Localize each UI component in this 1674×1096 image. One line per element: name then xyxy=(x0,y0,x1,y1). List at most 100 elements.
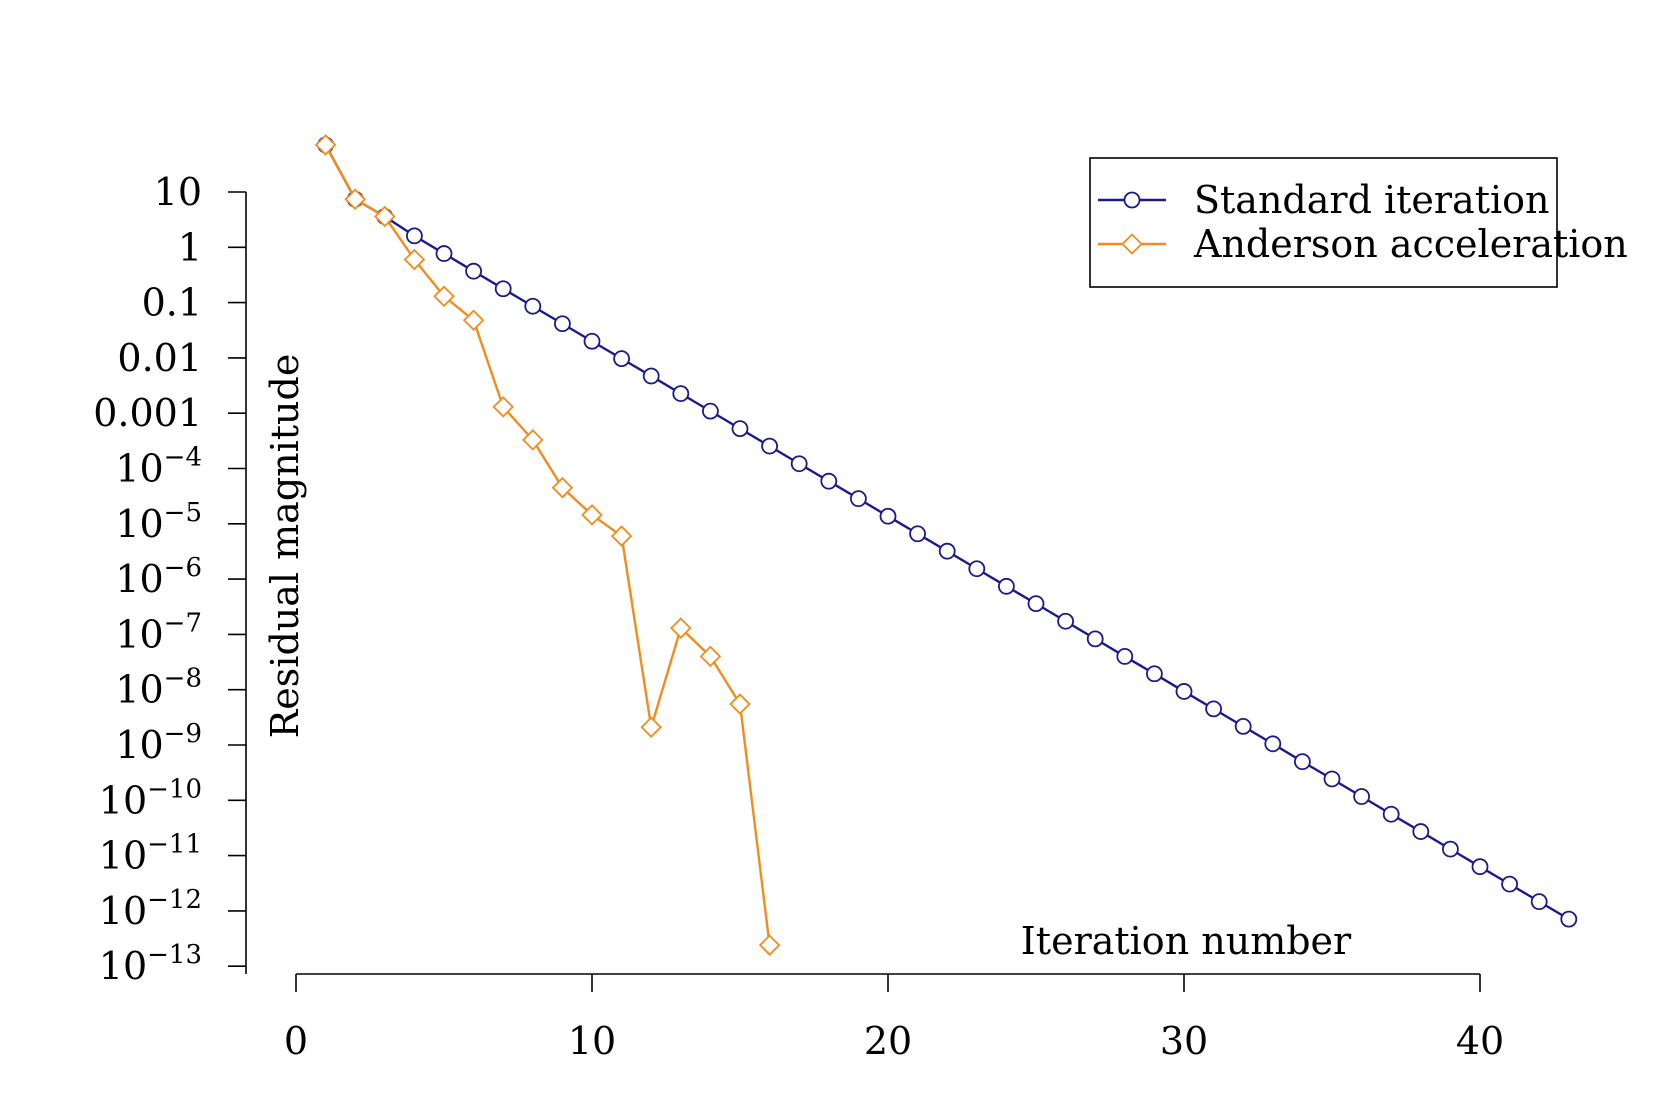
y-tick-label-base: 10 xyxy=(115,723,163,767)
data-point-anderson-acceleration xyxy=(551,476,574,499)
data-point-standard-iteration xyxy=(1471,858,1489,876)
series-anderson-acceleration xyxy=(314,134,781,956)
data-point-standard-iteration xyxy=(554,315,571,333)
data-point-anderson-acceleration xyxy=(758,934,781,956)
data-point-standard-iteration xyxy=(405,227,423,245)
data-point-standard-iteration xyxy=(1530,893,1548,911)
y-tick-label-exponent: −4 xyxy=(164,443,202,473)
data-point-standard-iteration xyxy=(1027,595,1045,613)
y-tick-label-exponent: −7 xyxy=(164,608,202,638)
data-point-standard-iteration xyxy=(642,367,660,385)
legend-item-anderson-acceleration: Anderson acceleration xyxy=(1098,222,1628,266)
data-point-standard-iteration xyxy=(850,490,867,508)
y-tick-label-exponent: −12 xyxy=(147,885,202,915)
series-layer xyxy=(314,134,1578,956)
data-point-anderson-acceleration xyxy=(522,429,544,451)
x-tick-label: 20 xyxy=(864,1019,912,1063)
data-point-standard-iteration xyxy=(1323,770,1341,788)
legend-box xyxy=(1089,157,1558,288)
data-point-anderson-acceleration xyxy=(403,248,426,271)
data-point-anderson-acceleration xyxy=(581,504,603,526)
data-point-anderson-acceleration xyxy=(729,693,751,715)
y-tick-label: 10−4 xyxy=(115,443,202,491)
data-point-standard-iteration xyxy=(1294,753,1311,771)
y-tick-label-base: 10 xyxy=(115,502,163,546)
data-point-standard-iteration xyxy=(702,402,719,420)
series-line-anderson-acceleration xyxy=(324,144,771,946)
y-axis: 1010.10.010.00110−410−510−610−710−810−91… xyxy=(93,170,247,988)
data-point-standard-iteration xyxy=(1382,805,1400,823)
data-point-standard-iteration xyxy=(1086,630,1104,648)
data-point-anderson-acceleration xyxy=(374,205,396,228)
data-point-standard-iteration xyxy=(1264,735,1282,753)
data-point-standard-iteration xyxy=(820,472,838,490)
y-tick-label: 0.01 xyxy=(117,336,202,380)
y-tick-label: 10 xyxy=(154,170,202,214)
data-point-anderson-acceleration xyxy=(670,617,692,639)
y-tick-label-base: 10 xyxy=(99,889,147,933)
y-tick-label: 10−13 xyxy=(99,940,202,988)
data-point-standard-iteration xyxy=(909,525,926,543)
y-tick-label-base: 10 xyxy=(99,778,147,822)
data-point-standard-iteration xyxy=(1412,823,1430,840)
y-tick-label: 10−6 xyxy=(115,553,202,601)
y-tick-label: 10−8 xyxy=(115,664,202,712)
y-tick-label: 10−5 xyxy=(115,498,202,546)
x-tick-label: 30 xyxy=(1160,1019,1208,1063)
y-tick-label-exponent: −11 xyxy=(147,830,202,860)
y-tick-label: 10−9 xyxy=(115,719,202,767)
x-axis-title: Iteration number xyxy=(1021,919,1352,963)
data-point-standard-iteration xyxy=(968,560,986,578)
legend-label: Anderson acceleration xyxy=(1193,222,1628,266)
data-point-anderson-acceleration xyxy=(492,396,514,418)
data-point-standard-iteration xyxy=(435,245,453,262)
data-point-anderson-acceleration xyxy=(640,716,662,738)
y-tick-label-base: 10 xyxy=(115,557,163,601)
y-tick-label-base: 10 xyxy=(115,447,163,491)
legend-label: Standard iteration xyxy=(1194,178,1550,222)
data-point-anderson-acceleration xyxy=(699,645,722,668)
y-tick-label-base: 10 xyxy=(115,612,163,656)
y-tick-label-exponent: −5 xyxy=(164,498,202,528)
legend-marker xyxy=(1123,191,1141,209)
data-point-standard-iteration xyxy=(1234,717,1252,735)
data-point-standard-iteration xyxy=(524,297,542,315)
data-point-standard-iteration xyxy=(613,350,630,368)
data-point-standard-iteration xyxy=(1175,683,1193,700)
data-point-anderson-acceleration xyxy=(314,134,337,156)
data-point-standard-iteration xyxy=(1353,788,1370,805)
data-point-standard-iteration xyxy=(938,542,956,560)
y-tick-label-exponent: −10 xyxy=(147,774,202,804)
y-tick-label-base: 10 xyxy=(99,944,147,988)
data-point-standard-iteration xyxy=(731,420,749,438)
y-tick-label: 0.1 xyxy=(142,281,202,325)
y-tick-label: 10−7 xyxy=(115,608,202,656)
y-tick-label-base: 10 xyxy=(99,834,147,878)
data-point-standard-iteration xyxy=(1560,910,1578,928)
x-tick-label: 10 xyxy=(568,1019,616,1063)
data-point-standard-iteration xyxy=(998,577,1015,595)
y-tick-label: 10−10 xyxy=(99,774,202,822)
x-tick-label: 0 xyxy=(284,1019,308,1063)
y-tick-label: 1 xyxy=(178,225,202,269)
data-point-standard-iteration xyxy=(1501,875,1518,893)
data-point-standard-iteration xyxy=(1442,840,1459,858)
data-point-standard-iteration xyxy=(494,280,512,298)
data-point-standard-iteration xyxy=(672,385,690,403)
x-axis: 0 10 20 30 40 xyxy=(284,973,1504,1063)
series-standard-iteration xyxy=(317,136,1578,928)
data-point-standard-iteration xyxy=(465,262,483,280)
data-point-standard-iteration xyxy=(1146,665,1163,683)
y-axis-title: Residual magnitude xyxy=(263,354,307,739)
y-tick-label: 0.001 xyxy=(93,391,202,435)
data-point-anderson-acceleration xyxy=(610,525,633,547)
data-point-standard-iteration xyxy=(761,437,778,455)
data-point-anderson-acceleration xyxy=(433,285,455,308)
data-point-standard-iteration xyxy=(1057,612,1074,630)
data-point-standard-iteration xyxy=(879,507,897,525)
data-point-standard-iteration xyxy=(1205,700,1222,718)
y-tick-label: 10−11 xyxy=(99,830,202,878)
y-tick-label-exponent: −13 xyxy=(147,940,202,970)
